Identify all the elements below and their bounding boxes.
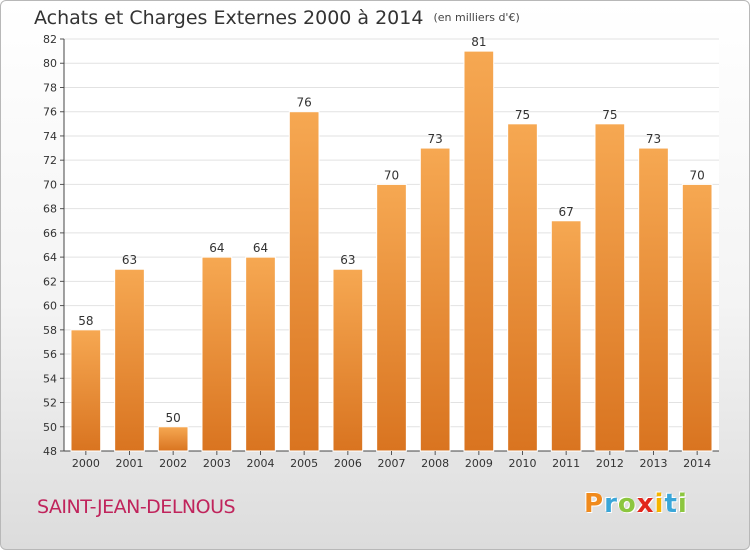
x-tick-label: 2008 (421, 457, 449, 470)
x-tick-label: 2009 (465, 457, 493, 470)
bar-2005 (288, 111, 320, 452)
x-tick-label: 2014 (683, 457, 711, 470)
y-tick-label: 60 (43, 300, 57, 313)
bar-2010 (507, 123, 538, 452)
y-tick-label: 64 (43, 251, 57, 264)
y-tick-label: 72 (43, 154, 57, 167)
x-tick-label: 2000 (72, 457, 100, 470)
y-tick-label: 76 (43, 106, 57, 119)
y-tick-label: 68 (43, 203, 57, 216)
x-tick-label: 2013 (640, 457, 668, 470)
bar-2004 (245, 256, 276, 452)
bar-value-label: 64 (209, 241, 224, 255)
bar-value-label: 67 (559, 205, 574, 219)
logo-letter: i (677, 489, 688, 519)
y-tick-label: 70 (43, 178, 57, 191)
x-tick-label: 2006 (334, 457, 362, 470)
y-tick-label: 50 (43, 421, 57, 434)
x-tick-label: 2012 (596, 457, 624, 470)
bar-2007 (376, 183, 407, 452)
logo-letter: o (617, 489, 637, 519)
bar-value-label: 58 (78, 314, 93, 328)
logo-letter: r (604, 489, 618, 519)
chart-title-text: Achats et Charges Externes 2000 à 2014 (34, 7, 424, 29)
y-tick-label: 74 (43, 130, 57, 143)
bar-value-label: 73 (646, 132, 661, 146)
bar-value-label: 63 (340, 253, 355, 267)
bar-2009 (463, 50, 495, 452)
bar-value-label: 73 (428, 132, 443, 146)
bar-value-label: 81 (471, 35, 486, 49)
x-tick-label: 2010 (509, 457, 537, 470)
bar-2003 (201, 256, 233, 452)
y-tick-label: 56 (43, 348, 57, 361)
bar-2008 (419, 147, 451, 452)
y-tick-label: 66 (43, 227, 57, 240)
logo-letter: t (664, 489, 678, 519)
bar-2001 (114, 268, 145, 452)
y-tick-label: 80 (43, 57, 57, 70)
y-tick-label: 78 (43, 81, 57, 94)
x-tick-label: 2003 (203, 457, 231, 470)
bar-value-label: 70 (384, 168, 399, 182)
x-tick-label: 2011 (552, 457, 580, 470)
bar-2002 (157, 426, 189, 452)
bar-2012 (594, 123, 626, 452)
x-tick-label: 2004 (247, 457, 275, 470)
bar-2000 (70, 329, 102, 452)
x-tick-label: 2007 (378, 457, 406, 470)
bar-value-label: 63 (122, 253, 137, 267)
x-tick-label: 2001 (116, 457, 144, 470)
y-tick-label: 58 (43, 324, 57, 337)
location-label: SAINT-JEAN-DELNOUS (37, 496, 236, 518)
chart-title: Achats et Charges Externes 2000 à 2014 (e… (34, 7, 520, 29)
bar-value-label: 75 (602, 108, 617, 122)
x-tick-label: 2002 (159, 457, 187, 470)
logo-letter: x (636, 489, 655, 519)
bar-2011 (550, 220, 582, 452)
bar-value-label: 76 (297, 96, 312, 110)
chart-subtitle: (en milliers d'€) (433, 11, 520, 24)
y-tick-label: 54 (43, 372, 57, 385)
bar-2013 (638, 147, 669, 452)
y-tick-label: 52 (43, 397, 57, 410)
bar-2006 (332, 268, 364, 452)
x-tick-label: 2005 (290, 457, 318, 470)
proxiti-logo: Proxiti (584, 489, 688, 519)
y-tick-label: 82 (43, 33, 57, 46)
bar-value-label: 50 (166, 411, 181, 425)
bar-2014 (681, 183, 713, 452)
bar-value-label: 64 (253, 241, 268, 255)
logo-letter: i (654, 489, 665, 519)
logo-letter: P (584, 489, 605, 519)
bar-value-label: 75 (515, 108, 530, 122)
y-tick-label: 48 (43, 445, 57, 458)
y-tick-label: 62 (43, 275, 57, 288)
bar-value-label: 70 (690, 168, 705, 182)
